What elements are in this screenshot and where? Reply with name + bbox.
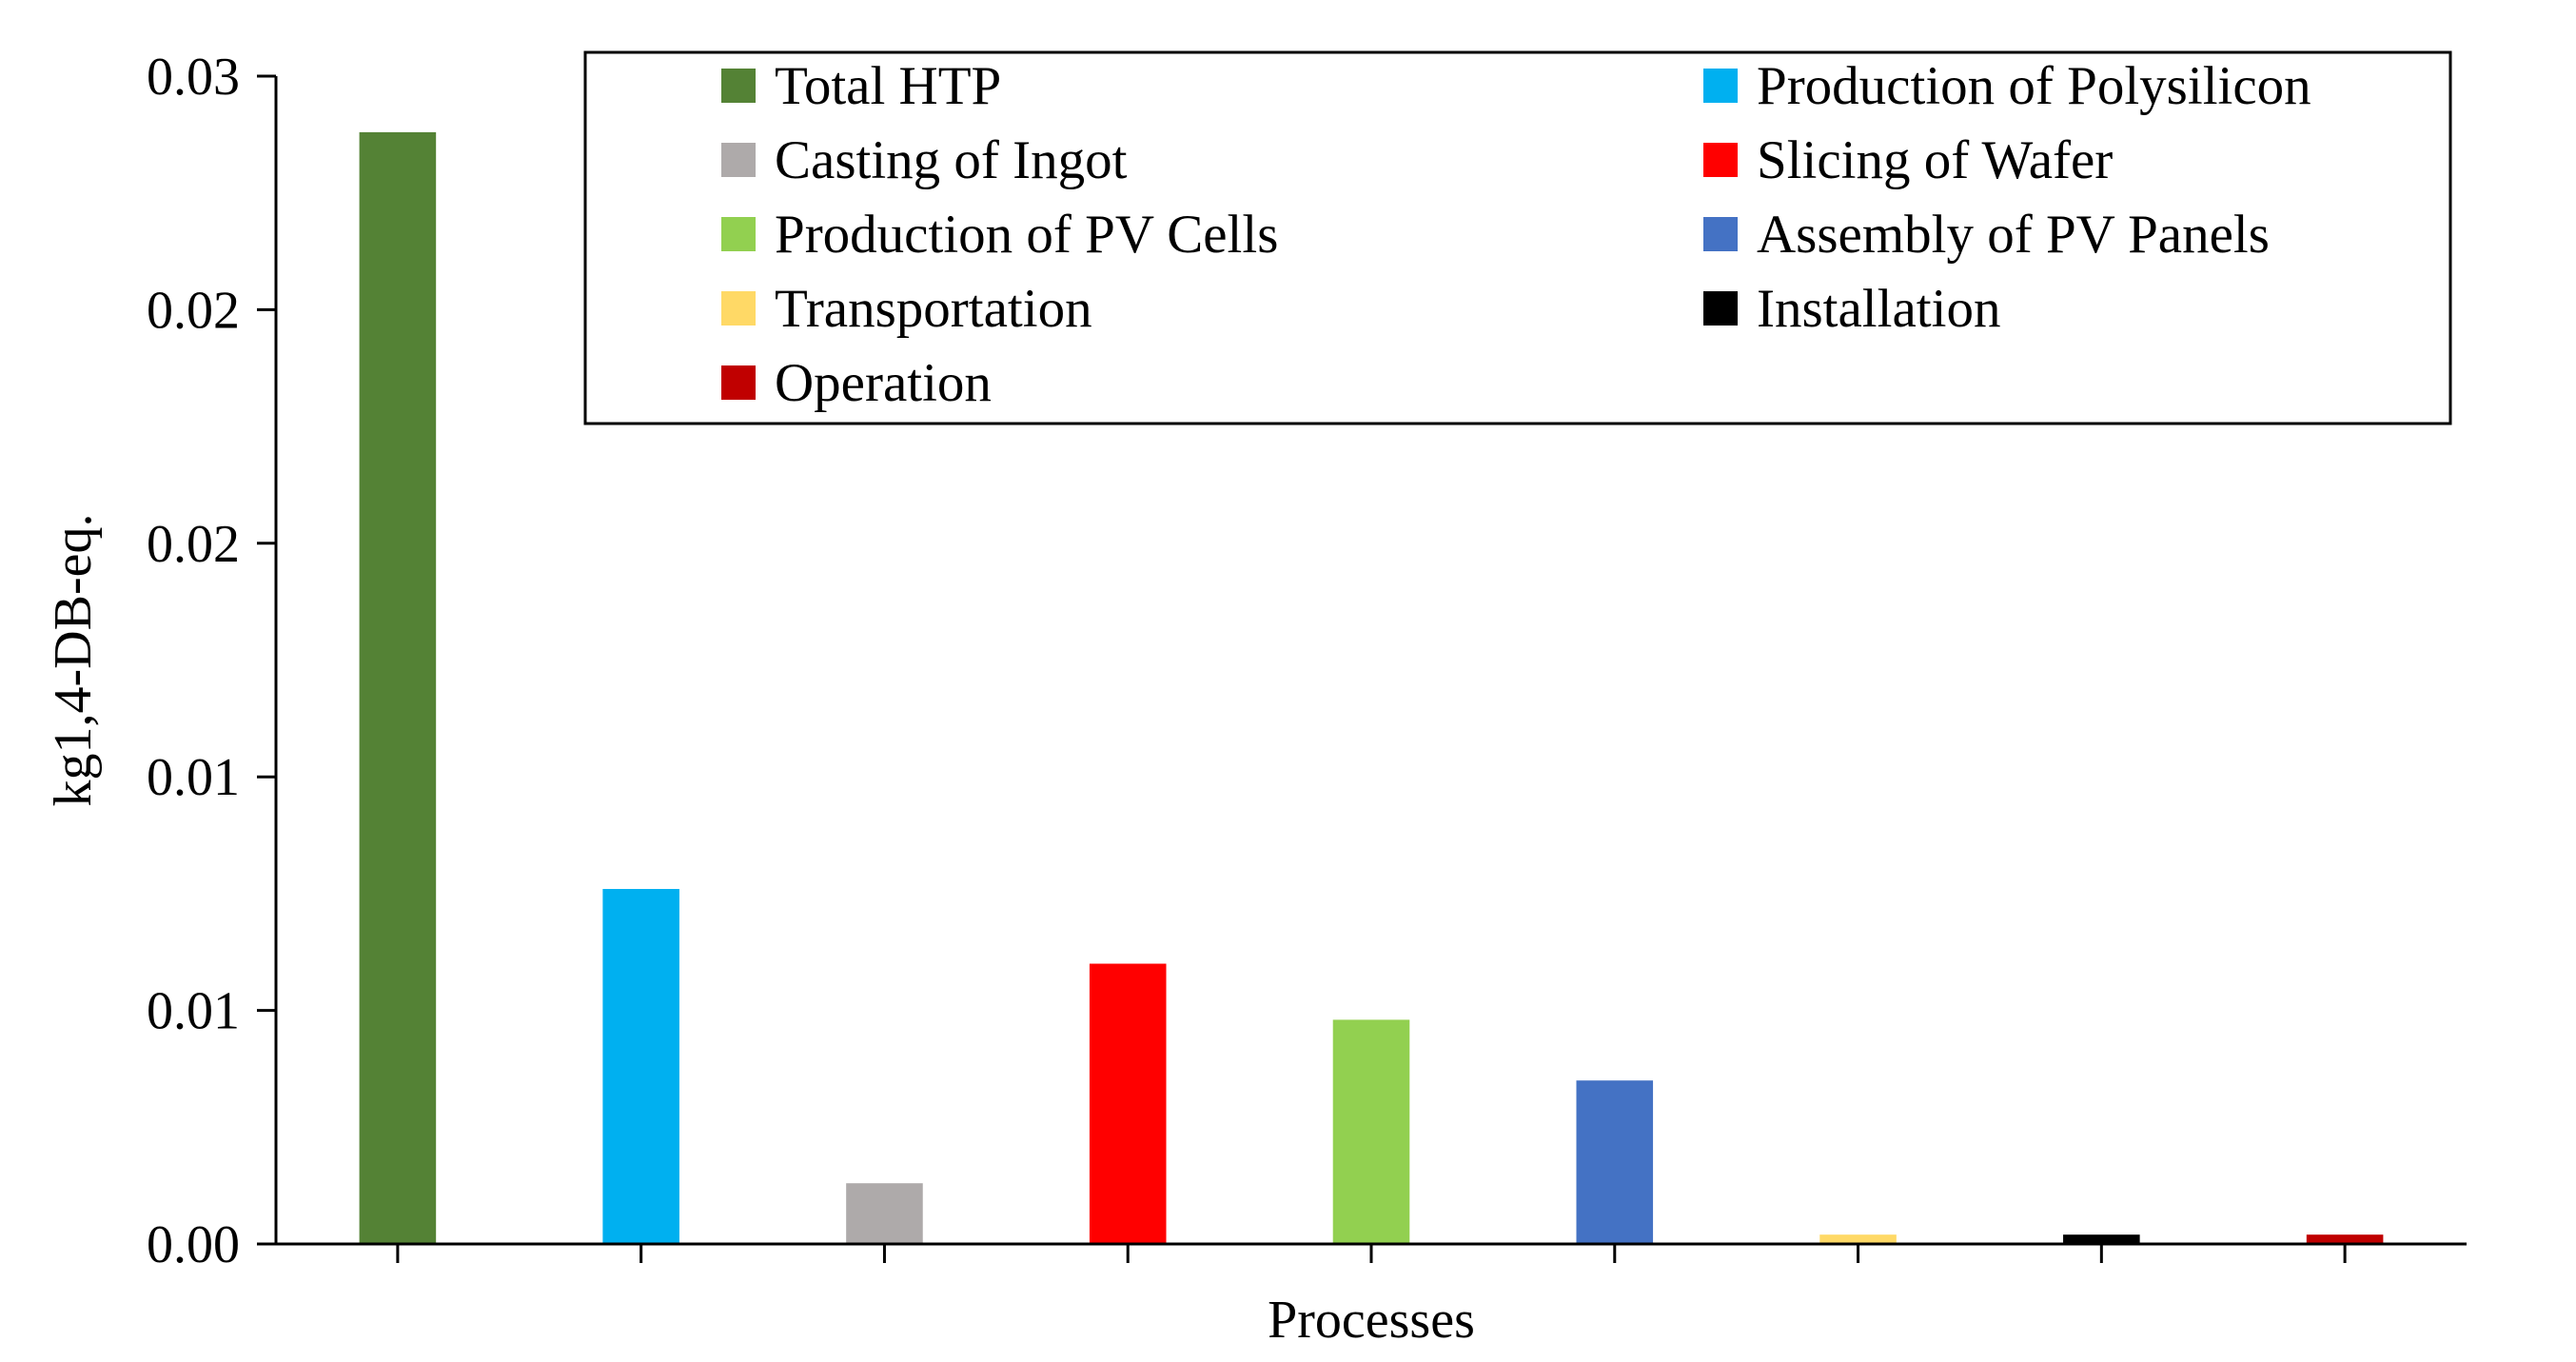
bars-group xyxy=(359,131,2384,1244)
legend-label: Production of Polysilicon xyxy=(1757,56,2311,116)
legend-label: Assembly of PV Panels xyxy=(1757,205,2270,265)
legend-label: Total HTP xyxy=(775,56,1001,116)
legend-swatch xyxy=(721,365,756,400)
y-tick-label: 0.02 xyxy=(147,515,240,574)
y-tick-label: 0.00 xyxy=(147,1215,240,1274)
legend-label: Transportation xyxy=(775,279,1092,339)
legend-swatch xyxy=(1703,291,1738,326)
legend-swatch xyxy=(721,217,756,251)
y-axis-title: kg1,4-DB-eq. xyxy=(44,514,103,807)
legend-swatch xyxy=(1703,143,1738,177)
legend-frame xyxy=(583,50,2452,425)
legend-label: Installation xyxy=(1757,279,2000,339)
x-ticks-group xyxy=(396,1244,2347,1263)
y-tick-label: 0.01 xyxy=(147,748,240,807)
legend-swatch xyxy=(721,291,756,326)
bar-casting-of-ingot xyxy=(846,1183,923,1244)
legend-label: Production of PV Cells xyxy=(775,205,1278,265)
legend-label: Casting of Ingot xyxy=(775,130,1128,190)
legend-swatch xyxy=(1703,217,1738,251)
legend-label: Slicing of Wafer xyxy=(1757,130,2113,190)
bar-installation xyxy=(2063,1234,2140,1244)
legend-swatch xyxy=(721,143,756,177)
legend: Total HTP Production of Polysilicon Castin… xyxy=(583,50,2452,425)
legend-swatch xyxy=(721,69,756,103)
bar-assembly-of-pv-panels xyxy=(1576,1080,1654,1244)
y-tick-label: 0.01 xyxy=(147,982,240,1041)
y-tick-label: 0.02 xyxy=(147,281,240,340)
bar-production-of-pv-cells xyxy=(1332,1019,1410,1244)
x-axis-title: Processes xyxy=(1268,1291,1475,1350)
bar-transportation xyxy=(1819,1234,1897,1244)
y-ticks-group: 0.00 0.01 0.01 0.02 0.02 0.03 xyxy=(147,48,276,1274)
y-tick-label: 0.03 xyxy=(147,48,240,107)
legend-swatch xyxy=(1703,69,1738,103)
legend-label: Operation xyxy=(775,353,992,413)
bar-total-htp xyxy=(359,131,437,1244)
bar-slicing-of-wafer xyxy=(1089,963,1167,1244)
bar-production-of-polysilicon xyxy=(602,888,679,1244)
bar-operation xyxy=(2306,1234,2384,1244)
